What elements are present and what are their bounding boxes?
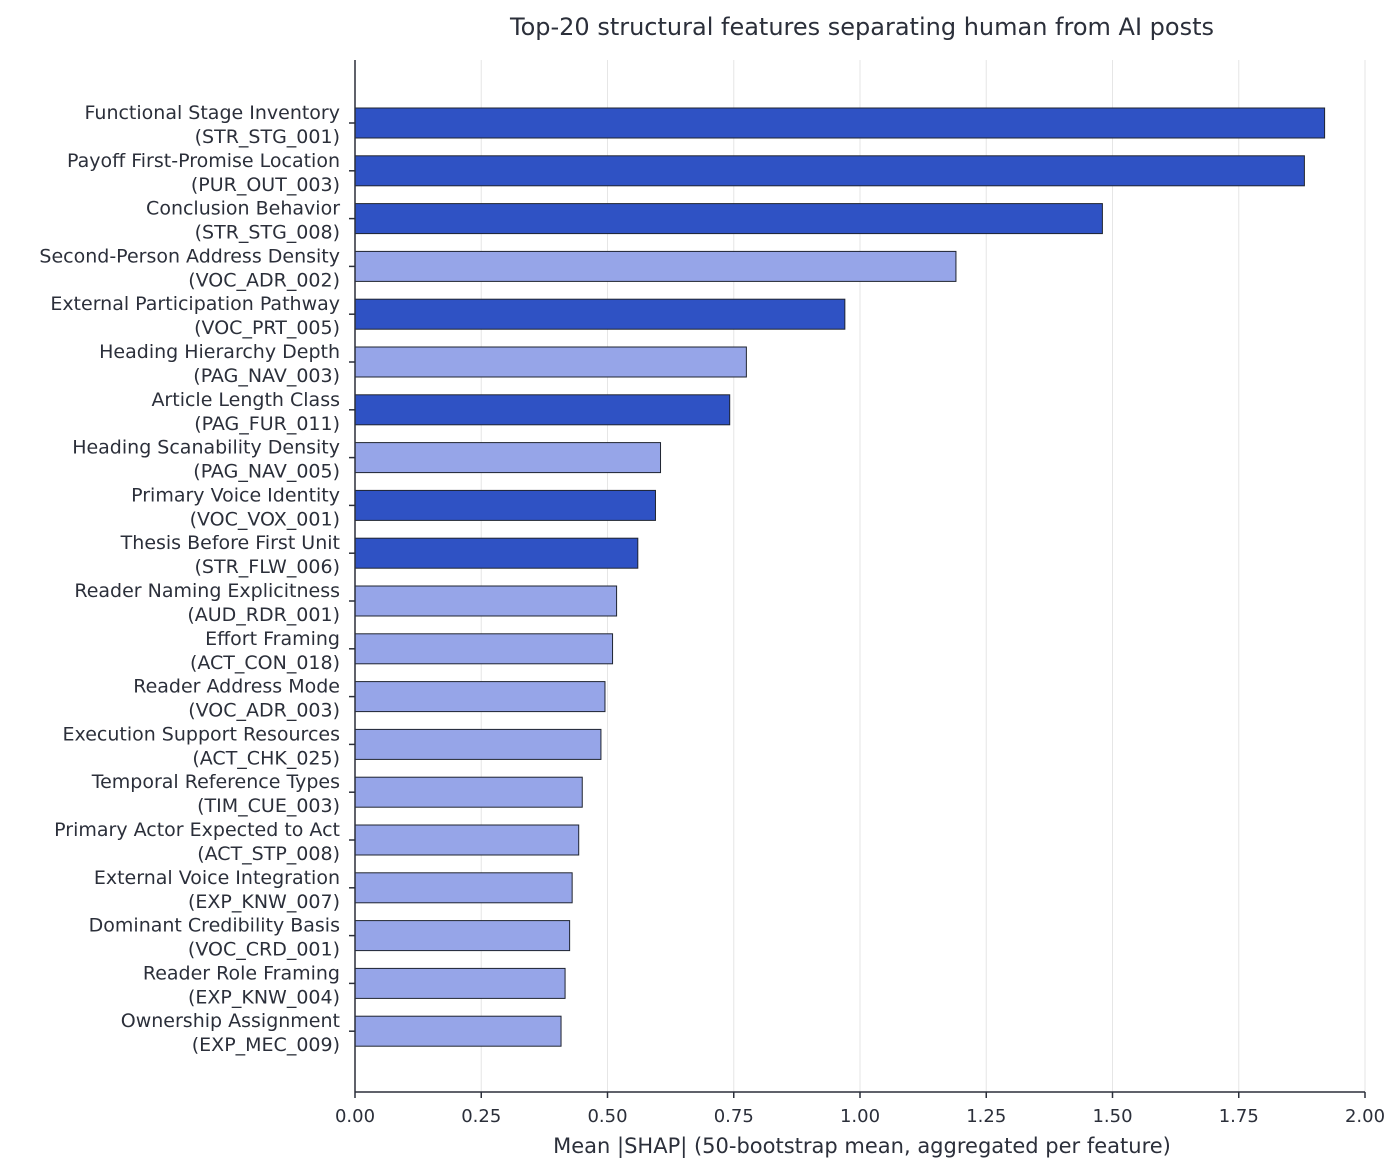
category-code-label: (EXP_KNW_004) <box>188 986 340 1008</box>
bar <box>354 967 566 999</box>
bar <box>354 346 747 378</box>
category-code-label: (VOC_ADR_003) <box>188 700 340 722</box>
category-name-label: Execution Support Resources <box>63 723 340 745</box>
category-name-label: Second-Person Address Density <box>39 245 340 267</box>
bars <box>354 107 1326 1047</box>
category-code-label: (PAG_FUR_011) <box>194 413 340 435</box>
category-code-label: (EXP_KNW_007) <box>188 891 340 913</box>
bar <box>354 442 662 474</box>
category-code-label: (AUD_RDR_001) <box>187 604 340 626</box>
bar <box>354 681 606 713</box>
bar <box>354 107 1326 139</box>
category-name-label: Primary Voice Identity <box>131 484 340 506</box>
category-code-label: (ACT_CHK_025) <box>192 747 340 769</box>
bar <box>354 728 602 760</box>
category-name-label: Temporal Reference Types <box>91 771 340 793</box>
category-code-label: (TIM_CUE_003) <box>197 795 340 817</box>
category-code-label: (VOC_VOX_001) <box>190 508 340 530</box>
category-name-label: Dominant Credibility Basis <box>89 915 340 937</box>
category-name-label: Payoff First-Promise Location <box>67 150 340 172</box>
bar <box>354 250 957 282</box>
x-tick-label: 0.00 <box>335 1106 375 1127</box>
category-name-label: Reader Address Mode <box>133 676 340 698</box>
bar <box>354 872 573 904</box>
category-name-label: Heading Hierarchy Depth <box>99 341 340 363</box>
category-code-label: (PUR_OUT_003) <box>191 174 340 196</box>
category-labels: Functional Stage Inventory(STR_STG_001)P… <box>39 102 340 1056</box>
category-name-label: Effort Framing <box>205 628 340 650</box>
category-name-label: Reader Role Framing <box>143 962 340 984</box>
category-name-label: Conclusion Behavior <box>146 198 340 220</box>
category-name-label: Functional Stage Inventory <box>85 102 340 124</box>
category-name-label: External Participation Pathway <box>50 293 340 315</box>
x-tick-label: 1.25 <box>966 1106 1006 1127</box>
x-tick-label: 0.75 <box>714 1106 754 1127</box>
bar <box>354 298 846 330</box>
bar <box>354 203 1103 235</box>
x-tick-label: 1.75 <box>1219 1106 1259 1127</box>
category-code-label: (ACT_STP_008) <box>197 843 340 865</box>
category-code-label: (STR_FLW_006) <box>194 556 340 578</box>
x-axis-title: Mean |SHAP| (50-bootstrap mean, aggregat… <box>553 1134 1171 1159</box>
bar <box>354 920 571 952</box>
bar <box>354 776 583 808</box>
category-name-label: Ownership Assignment <box>121 1010 340 1032</box>
category-name-label: Thesis Before First Unit <box>120 532 340 554</box>
category-name-label: Heading Scanability Density <box>72 437 340 459</box>
category-name-label: Article Length Class <box>151 389 340 411</box>
x-tick-label: 1.50 <box>1092 1106 1132 1127</box>
bar <box>354 1015 562 1047</box>
bar <box>354 537 639 569</box>
x-tick-label: 2.00 <box>1345 1106 1385 1127</box>
category-code-label: (VOC_ADR_002) <box>188 269 340 291</box>
chart-title: Top-20 structural features separating hu… <box>509 13 1214 41</box>
category-code-label: (PAG_NAV_005) <box>193 461 340 483</box>
category-name-label: Primary Actor Expected to Act <box>54 819 340 841</box>
category-code-label: (STR_STG_008) <box>195 222 340 244</box>
bar <box>354 633 614 665</box>
bar <box>354 585 618 617</box>
category-code-label: (ACT_CON_018) <box>190 652 340 674</box>
axes: 0.00 0.25 0.50 0.75 1.00 1.25 1.50 1.75 2.00 <box>335 60 1385 1127</box>
category-name-label: Reader Naming Explicitness <box>74 580 340 602</box>
bar <box>354 489 656 521</box>
category-code-label: (EXP_MEC_009) <box>192 1034 340 1056</box>
x-tick-label: 0.50 <box>587 1106 627 1127</box>
x-tick-label: 0.25 <box>461 1106 501 1127</box>
category-code-label: (VOC_PRT_005) <box>194 317 340 339</box>
category-code-label: (VOC_CRD_001) <box>188 939 340 961</box>
bar <box>354 824 580 856</box>
category-code-label: (STR_STG_001) <box>195 126 340 148</box>
category-name-label: External Voice Integration <box>94 867 340 889</box>
bar <box>354 155 1305 187</box>
category-code-label: (PAG_NAV_003) <box>193 365 340 387</box>
x-tick-label: 1.00 <box>840 1106 880 1127</box>
bar <box>354 394 731 426</box>
